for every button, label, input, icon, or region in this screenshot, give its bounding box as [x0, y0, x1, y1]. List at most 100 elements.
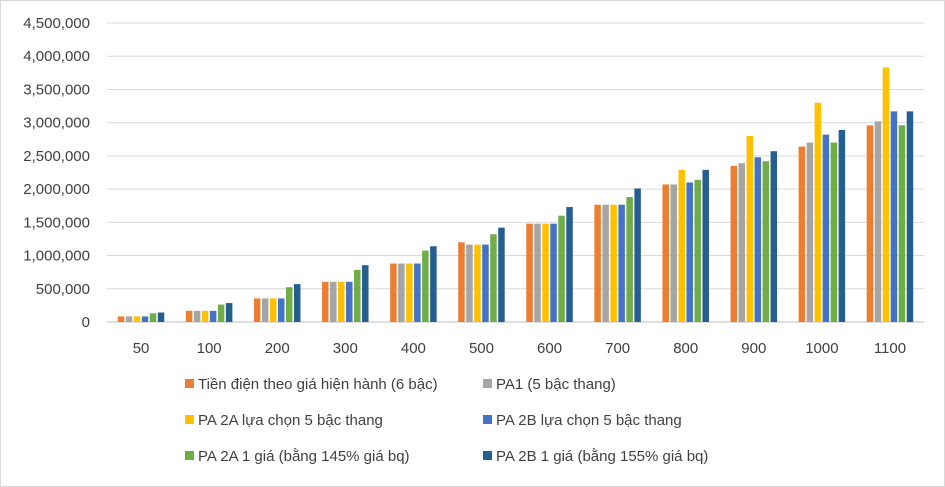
- bar-200-series-1: [253, 298, 261, 322]
- bar-300-series-6: [362, 265, 369, 322]
- y-tick-label: 2,000,000: [23, 181, 90, 198]
- bar-1100-series-1: [866, 125, 874, 322]
- x-tick-label: 50: [133, 340, 150, 357]
- bar-1100-series-5: [898, 125, 906, 322]
- bar-50-series-5: [149, 313, 157, 322]
- bar-1000-series-4: [822, 134, 830, 322]
- bar-800-series-2: [670, 184, 677, 322]
- bar-50-series-1: [117, 316, 125, 322]
- bar-1100-series-4: [890, 111, 898, 322]
- y-tick-label: 1,500,000: [23, 214, 90, 231]
- x-tick-label: 500: [469, 340, 494, 357]
- y-tick-label: 500,000: [36, 281, 90, 298]
- x-tick-label: 200: [265, 340, 290, 357]
- bar-200-series-6: [293, 284, 301, 322]
- x-tick-label: 100: [197, 340, 222, 357]
- bar-100-series-3: [201, 310, 209, 322]
- y-tick-label: 4,500,000: [23, 15, 90, 32]
- axes: 0 500,000 1,000,000 1,500,000 2,000,000 2,500…: [23, 15, 906, 357]
- bar-800-series-3: [678, 169, 685, 322]
- x-tick-label: 700: [605, 340, 630, 357]
- bar-400-series-2: [398, 263, 405, 322]
- bar-900-series-6: [770, 151, 778, 322]
- bar-1000-series-2: [806, 142, 814, 322]
- y-tick-label: 4,000,000: [23, 48, 90, 65]
- bar-1000-series-5: [830, 142, 838, 322]
- legend-label: PA 2A lựa chọn 5 bậc thang: [198, 412, 383, 429]
- y-tick-label: 0: [82, 314, 90, 331]
- bar-500-series-5: [490, 234, 497, 322]
- bar-200-series-3: [269, 298, 277, 322]
- bar-800-series-1: [662, 184, 669, 322]
- legend-swatch: [483, 451, 492, 460]
- bar-900-series-5: [762, 161, 770, 322]
- bar-50-series-6: [157, 312, 165, 322]
- legend-label: Tiền điện theo giá hiện hành (6 bậc): [198, 376, 438, 393]
- bar-900-series-4: [754, 157, 762, 322]
- legend-swatch: [185, 379, 194, 388]
- legend-label: PA 2B 1 giá (bằng 155% giá bq): [496, 448, 708, 465]
- bar-600-series-2: [534, 223, 541, 322]
- bar-800-series-5: [694, 179, 701, 322]
- bar-900-series-1: [730, 165, 738, 322]
- bar-300-series-4: [346, 281, 353, 322]
- bars: [117, 67, 914, 323]
- bar-900-series-3: [746, 135, 754, 322]
- bar-100-series-2: [193, 310, 201, 322]
- bar-200-series-4: [277, 298, 285, 322]
- bar-500-series-6: [498, 227, 505, 322]
- y-tick-label: 3,000,000: [23, 115, 90, 132]
- x-tick-label: 400: [401, 340, 426, 357]
- bar-1000-series-3: [814, 102, 822, 322]
- legend-label: PA 2B lựa chọn 5 bậc thang: [496, 412, 682, 429]
- bar-500-series-4: [482, 244, 489, 322]
- legend-swatch: [185, 415, 194, 424]
- bar-800-series-4: [686, 182, 693, 322]
- bar-700-series-2: [602, 204, 609, 322]
- bar-700-series-1: [594, 204, 601, 322]
- x-tick-label: 1100: [874, 340, 906, 357]
- bar-50-series-4: [141, 316, 149, 322]
- y-tick-label: 3,500,000: [23, 81, 90, 98]
- gridlines: [107, 22, 924, 323]
- legend-swatch: [483, 415, 492, 424]
- legend-swatch: [185, 451, 194, 460]
- y-tick-label: 1,000,000: [23, 248, 90, 265]
- bar-800-series-6: [702, 169, 709, 322]
- bar-1000-series-6: [838, 129, 846, 322]
- bar-200-series-5: [285, 287, 293, 322]
- y-tick-label: 2,500,000: [23, 148, 90, 165]
- bar-700-series-3: [610, 204, 617, 322]
- bar-100-series-5: [217, 304, 225, 322]
- bar-1100-series-3: [882, 67, 890, 322]
- bar-600-series-4: [550, 223, 557, 322]
- bar-400-series-1: [390, 263, 397, 322]
- x-tick-label: 1000: [805, 340, 838, 357]
- legend-swatch: [483, 379, 492, 388]
- bar-500-series-2: [466, 244, 473, 322]
- bar-100-series-6: [225, 303, 233, 322]
- bar-400-series-4: [414, 263, 421, 322]
- bar-100-series-4: [209, 310, 217, 322]
- bar-50-series-2: [125, 316, 133, 322]
- bar-100-series-1: [185, 310, 193, 322]
- bar-300-series-3: [338, 281, 345, 322]
- x-tick-label: 300: [333, 340, 358, 357]
- x-tick-label: 600: [537, 340, 562, 357]
- bar-600-series-1: [526, 223, 533, 322]
- bar-500-series-1: [458, 242, 465, 322]
- bar-600-series-5: [558, 215, 565, 322]
- bar-500-series-3: [474, 244, 481, 322]
- bar-400-series-6: [430, 246, 437, 322]
- bar-50-series-3: [133, 316, 141, 322]
- legend-label: PA 2A 1 giá (bằng 145% giá bq): [198, 448, 410, 465]
- bar-700-series-5: [626, 197, 633, 322]
- bar-700-series-6: [634, 188, 641, 322]
- bar-600-series-3: [542, 223, 549, 322]
- bar-600-series-6: [566, 207, 573, 322]
- legend: Tiền điện theo giá hiện hành (6 bậc) PA1 …: [185, 376, 708, 465]
- bar-400-series-3: [406, 263, 413, 322]
- x-tick-label: 900: [741, 340, 766, 357]
- bar-300-series-2: [330, 281, 337, 322]
